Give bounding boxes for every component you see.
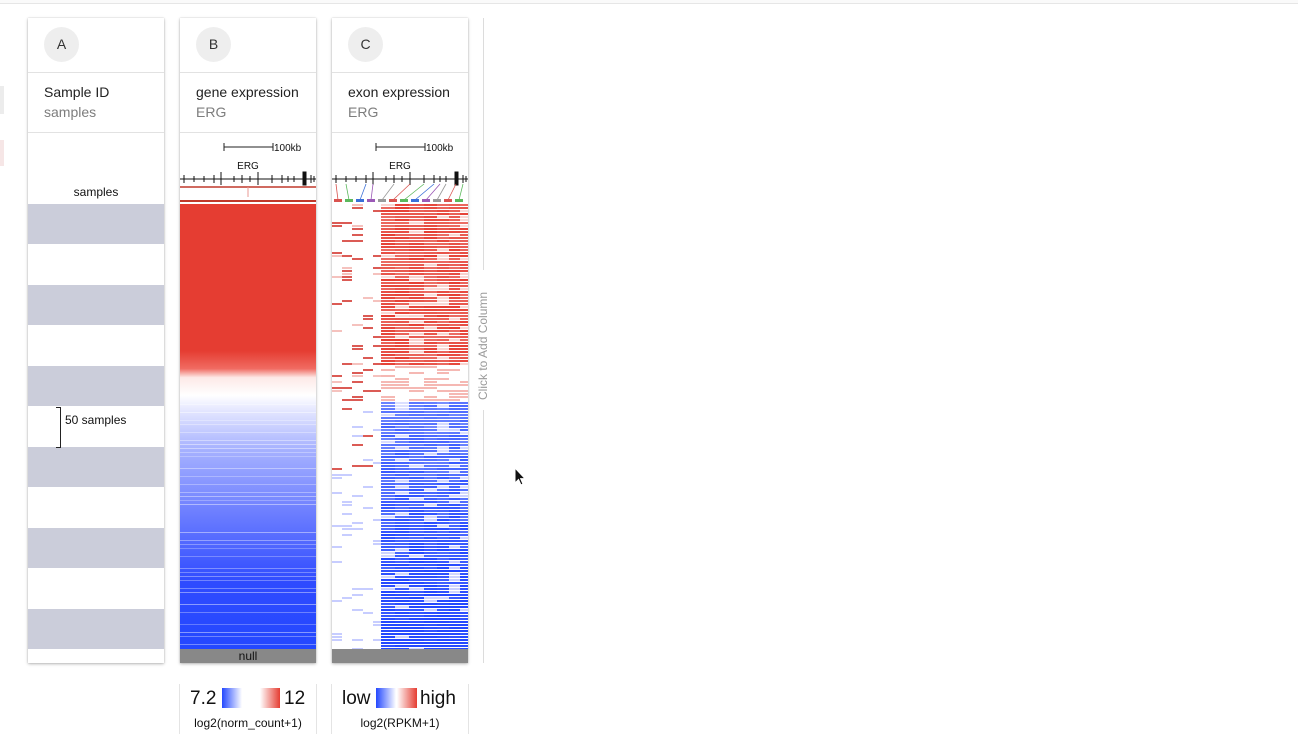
legend-max: high: [420, 688, 456, 709]
legend-low-swatch: [376, 688, 396, 708]
legend-high-swatch: [397, 688, 417, 708]
legend-divider: [468, 684, 469, 734]
column-header: B: [180, 18, 316, 73]
add-column-button[interactable]: Click to Add Column: [470, 270, 496, 410]
column-subtitle: samples: [44, 104, 97, 120]
legend-min: 7.2: [190, 688, 217, 709]
sample-band[interactable]: [28, 285, 164, 325]
legend-high-swatch: [260, 688, 280, 708]
legend-gene-expression: 7.2 12: [180, 685, 316, 715]
scale-label: 100kb: [274, 143, 302, 154]
divider: [28, 132, 164, 133]
add-column-label[interactable]: Click to Add Column: [476, 291, 490, 400]
column-letter-b[interactable]: B: [196, 27, 231, 62]
sample-band[interactable]: [28, 204, 164, 244]
gene-expression-heatmap[interactable]: [180, 204, 316, 649]
column-header: A: [28, 18, 164, 73]
column-exon-expression[interactable]: C exon expression ERG 100kb ERG: [332, 18, 468, 663]
sample-band[interactable]: [28, 528, 164, 568]
exon-expression-heatmap[interactable]: [332, 204, 468, 649]
left-edge-mark: [0, 140, 4, 166]
column-title[interactable]: gene expression: [196, 84, 299, 100]
column-title[interactable]: Sample ID: [44, 84, 110, 100]
exon-model-track: 100kb ERG: [332, 143, 468, 202]
column-title[interactable]: exon expression: [348, 84, 450, 100]
legend-exon-expression: low high: [332, 685, 468, 715]
legend-divider: [316, 684, 317, 734]
sample-count-bracket: [56, 407, 61, 448]
column-gene-expression[interactable]: B gene expression ERG 100kb ERG: [180, 18, 316, 663]
gene-label: ERG: [389, 161, 411, 172]
legend-divider: [179, 684, 180, 734]
legend-min: low: [342, 688, 371, 709]
column-subtitle: ERG: [348, 104, 379, 120]
legend-max: 12: [284, 688, 306, 709]
sample-band[interactable]: [28, 447, 164, 487]
top-frame-line: [0, 0, 1298, 4]
null-row: null: [180, 649, 316, 663]
legend-low-swatch: [222, 688, 242, 708]
sample-count-label: 50 samples: [65, 413, 127, 427]
mouse-pointer-icon: [514, 467, 526, 486]
sample-band[interactable]: [28, 366, 164, 406]
column-letter-a[interactable]: A: [44, 27, 79, 62]
divider: [180, 132, 316, 133]
legend-caption: log2(RPKM+1): [360, 716, 440, 730]
scale-label: 100kb: [426, 143, 454, 154]
column-header: C: [332, 18, 468, 73]
legend-divider: [331, 684, 332, 734]
divider: [332, 132, 468, 133]
samples-label: samples: [73, 185, 119, 199]
column-letter-c[interactable]: C: [348, 27, 383, 62]
column-subtitle: ERG: [196, 104, 227, 120]
null-row: [332, 649, 468, 663]
gene-model-track: 100kb ERG: [180, 143, 316, 202]
legend-caption: log2(norm_count+1): [194, 716, 302, 730]
sample-band[interactable]: [28, 609, 164, 649]
left-edge-mark: [0, 86, 4, 114]
column-sample-id[interactable]: A Sample ID samples samples 50 samples: [28, 18, 164, 663]
gene-label: ERG: [237, 161, 259, 172]
